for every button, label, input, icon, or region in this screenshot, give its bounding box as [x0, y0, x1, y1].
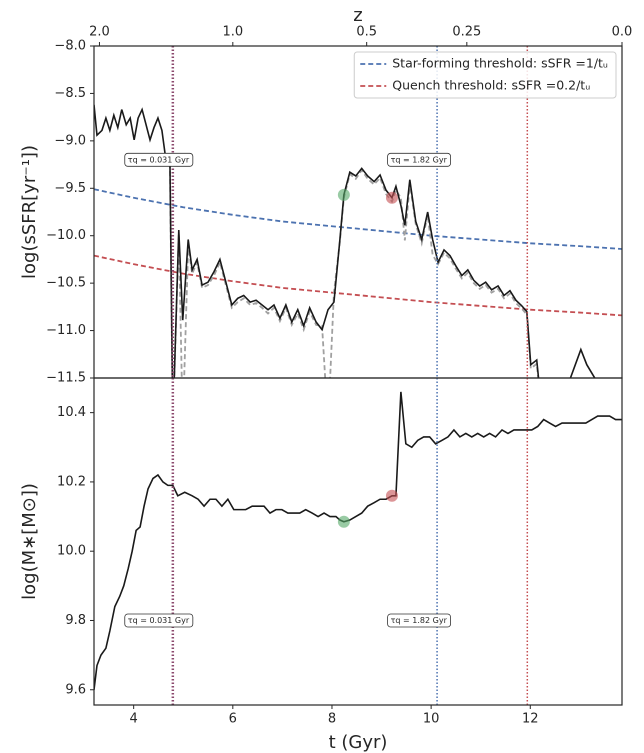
y-tick-label: 9.8	[65, 613, 86, 628]
plot-area	[94, 378, 622, 705]
annotation: τq = 0.031 Gyr	[128, 155, 190, 164]
annotation-box	[124, 613, 194, 628]
y-axis-label: log(M∗[M⊙])	[19, 483, 40, 600]
x2-tick-label: 0.25	[452, 25, 481, 40]
y-tick-label: −8.5	[54, 86, 86, 101]
axes-frame	[93, 377, 623, 706]
y-axis-label: log(sSFR[yr⁻¹])	[19, 145, 40, 279]
series-line	[94, 254, 622, 317]
y-tick-label: −8.0	[54, 39, 86, 54]
x2-tick-label: 2.0	[89, 25, 110, 40]
annotation-box	[387, 152, 451, 167]
x-tick-label: 8	[328, 712, 336, 727]
marker	[337, 515, 350, 528]
annotation: τq = 1.82 Gyr	[391, 616, 448, 625]
marker	[385, 191, 398, 204]
y-tick-label: −11.0	[46, 323, 86, 338]
annotation-box	[124, 152, 194, 167]
y-tick-label: −11.5	[46, 371, 86, 386]
series-line	[94, 104, 596, 378]
x2-tick-label: 1.0	[222, 25, 243, 40]
annotation: τq = 1.82 Gyr	[391, 155, 448, 164]
y-tick-label: −9.5	[54, 181, 86, 196]
legend-label: Star-forming threshold: sSFR =1/tᵤ	[392, 56, 608, 71]
x2-tick-label: 0.5	[356, 25, 377, 40]
y-tick-label: 10.0	[57, 544, 86, 559]
marker	[385, 489, 398, 502]
legend-box	[353, 51, 617, 99]
series-line	[168, 155, 540, 378]
x-axis-label: t (Gyr)	[329, 732, 388, 753]
legend-label: Quench threshold: sSFR =0.2/tᵤ	[392, 78, 590, 93]
y-tick-label: 10.4	[57, 405, 86, 420]
x-tick-label: 10	[423, 712, 440, 727]
x-tick-label: 4	[130, 712, 138, 727]
x2-axis-label: z	[353, 5, 362, 26]
series-line	[94, 188, 622, 250]
marker	[337, 188, 350, 201]
y-tick-label: 10.2	[57, 474, 86, 489]
y-tick-label: 9.6	[65, 682, 86, 697]
x2-tick-label: 0.0	[612, 25, 633, 40]
y-tick-label: −10.5	[46, 276, 86, 291]
plot-area	[94, 46, 622, 378]
x-tick-label: 12	[522, 712, 539, 727]
x-tick-label: 6	[229, 712, 237, 727]
annotation: τq = 0.031 Gyr	[128, 616, 190, 625]
y-tick-label: −9.0	[54, 133, 86, 148]
annotation-box	[387, 613, 451, 628]
y-tick-label: −10.0	[46, 228, 86, 243]
